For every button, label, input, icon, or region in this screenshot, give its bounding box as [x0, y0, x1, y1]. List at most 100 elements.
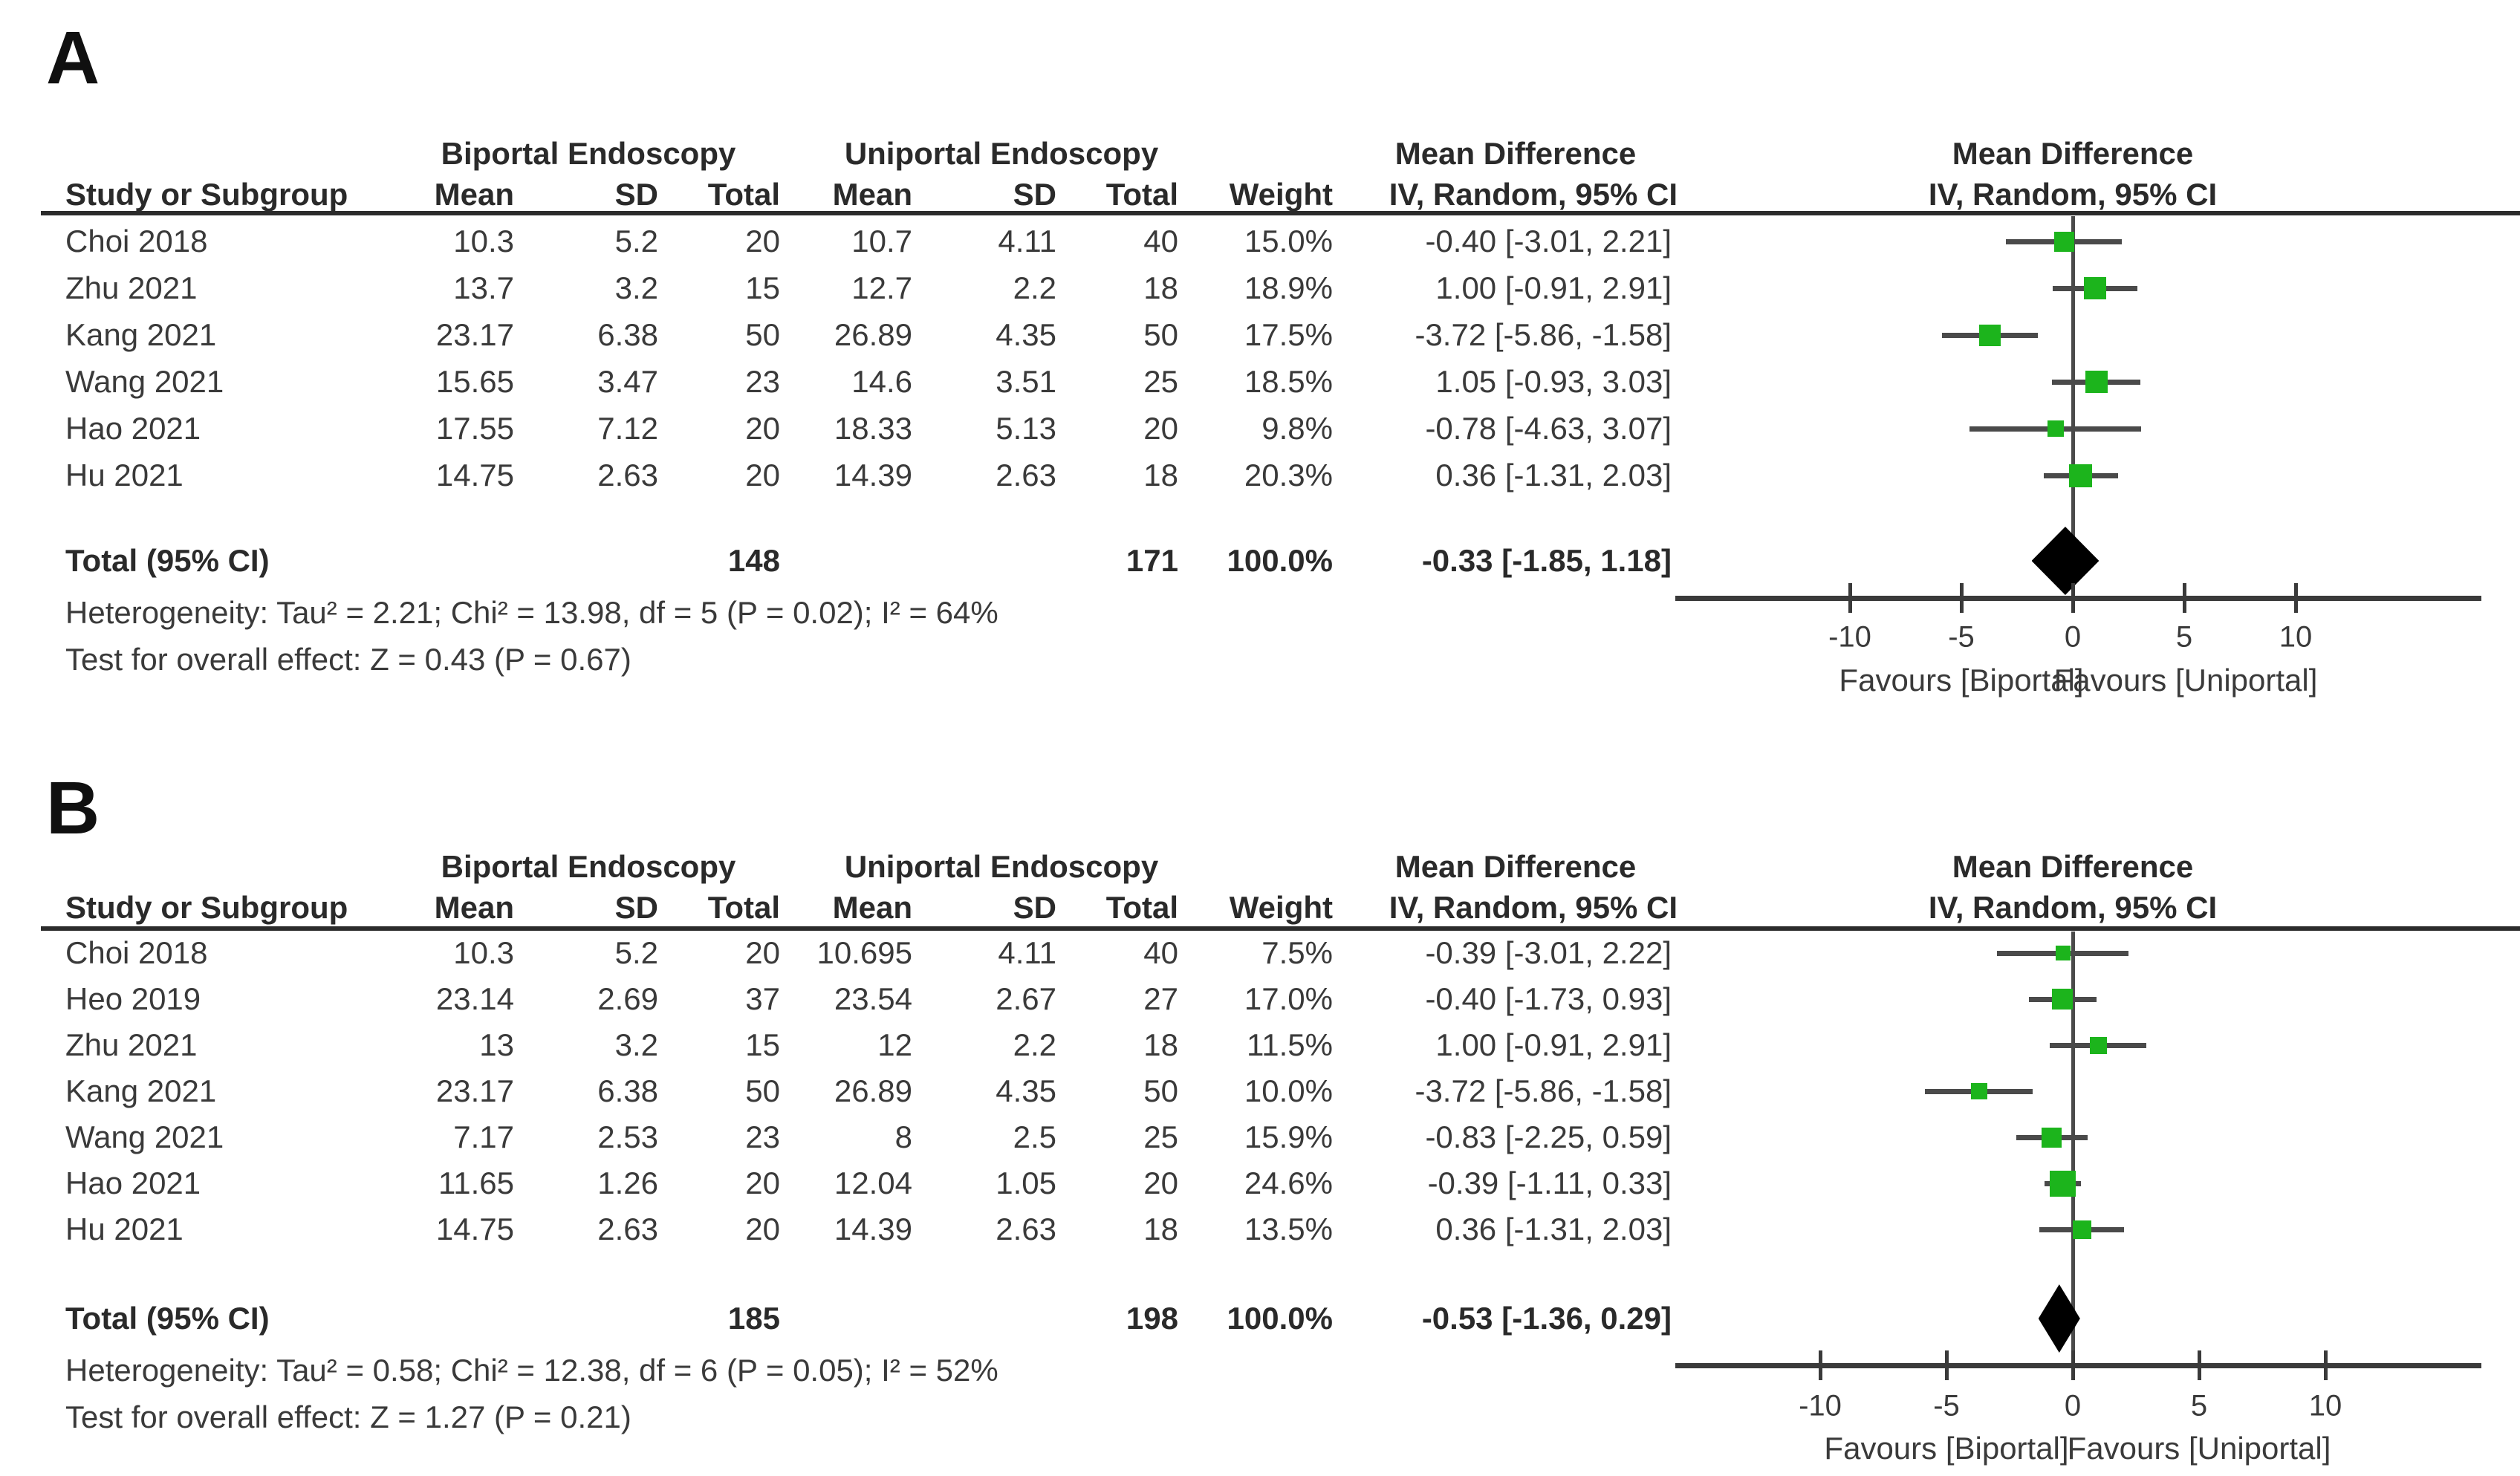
sd-biportal-value: 3.47 [597, 364, 658, 399]
ci-text-value: 0.36 [-1.31, 2.03] [1435, 458, 1672, 492]
sd-biportal-value: 2.69 [597, 981, 658, 1016]
mean-uniportal-value: 14.6 [851, 364, 912, 399]
weight-value: 13.5% [1244, 1212, 1333, 1246]
total-biportal-value: 20 [745, 1165, 780, 1200]
effect-marker [2069, 464, 2093, 487]
x-axis-tick-label: -5 [1933, 1389, 1960, 1423]
effect-marker [2053, 231, 2074, 252]
x-axis-tick [1819, 1350, 1822, 1380]
sd-uniportal-value: 4.11 [998, 224, 1056, 259]
total-uniportal-value: 25 [1143, 364, 1178, 399]
overall-effect-text: Test for overall effect: Z = 1.27 (P = 0… [65, 1399, 631, 1434]
heterogeneity-text: Heterogeneity: Tau² = 2.21; Chi² = 13.98… [65, 595, 998, 630]
x-axis-tick [1945, 1350, 1949, 1380]
total-biportal-value: 20 [745, 1212, 780, 1246]
total-row-label: Total (95% CI) [65, 1301, 270, 1336]
group-header-uniportal: Uniportal Endoscopy [844, 136, 1159, 171]
study-label: Wang 2021 [65, 364, 224, 399]
total-weight: 100.0% [1227, 1301, 1333, 1336]
group-header-md-text: Mean Difference [1394, 136, 1637, 171]
mean-biportal-value: 14.75 [435, 458, 514, 492]
total-uniportal-value: 25 [1143, 1119, 1178, 1154]
effect-marker [2055, 946, 2071, 960]
sd-biportal-value: 2.63 [597, 1212, 658, 1246]
mean-uniportal-value: 10.695 [816, 935, 912, 970]
weight-value: 10.0% [1244, 1073, 1333, 1108]
total-uniportal-value: 18 [1143, 270, 1178, 305]
total-n-biportal: 185 [727, 1301, 780, 1336]
x-axis-tick-label: 10 [2279, 620, 2313, 654]
summary-diamond [2031, 527, 2100, 595]
col-header-total2: Total [1105, 890, 1178, 925]
total-biportal-value: 15 [745, 270, 780, 305]
col-header-total1: Total [707, 890, 780, 925]
sd-uniportal-value: 2.63 [996, 1212, 1056, 1246]
weight-value: 7.5% [1261, 935, 1333, 970]
col-header-ci: IV, Random, 95% CI [1389, 890, 1678, 925]
header-rule [41, 211, 2520, 215]
mean-uniportal-value: 26.89 [834, 317, 912, 352]
x-axis-tick-label: -10 [1828, 620, 1871, 654]
x-axis-tick [2071, 583, 2075, 613]
mean-uniportal-value: 18.33 [834, 411, 912, 446]
favours-left-label: Favours [Biportal] [1839, 663, 2084, 698]
x-axis-tick-label: -5 [1948, 620, 1975, 654]
effect-marker [1970, 1083, 1987, 1099]
mean-biportal-value: 14.75 [435, 1212, 514, 1246]
weight-value: 11.5% [1247, 1027, 1333, 1062]
sd-biportal-value: 3.2 [614, 1027, 658, 1062]
mean-uniportal-value: 12.7 [851, 270, 912, 305]
mean-biportal-value: 23.17 [435, 1073, 514, 1108]
sd-uniportal-value: 2.2 [1013, 270, 1056, 305]
total-uniportal-value: 50 [1143, 317, 1178, 352]
ci-text-value: -0.40 [-1.73, 0.93] [1425, 981, 1672, 1016]
sd-uniportal-value: 4.35 [996, 317, 1056, 352]
sd-biportal-value: 1.26 [597, 1165, 658, 1200]
group-header-uniportal: Uniportal Endoscopy [844, 849, 1159, 884]
col-header-total2: Total [1105, 177, 1178, 212]
sd-uniportal-value: 3.51 [996, 364, 1056, 399]
mean-biportal-value: 7.17 [453, 1119, 514, 1154]
mean-uniportal-value: 10.7 [851, 224, 912, 259]
heterogeneity-text: Heterogeneity: Tau² = 0.58; Chi² = 12.38… [65, 1353, 998, 1388]
effect-marker [2047, 420, 2064, 437]
panel-b-label: B [46, 767, 100, 850]
sd-uniportal-value: 2.2 [1013, 1027, 1056, 1062]
x-axis-tick [1848, 583, 1852, 613]
total-biportal-value: 23 [745, 1119, 780, 1154]
panel-a-label: A [46, 16, 100, 100]
ci-text-value: -0.40 [-3.01, 2.21] [1425, 224, 1672, 259]
effect-marker [2084, 277, 2106, 299]
ci-text-value: -0.83 [-2.25, 0.59] [1425, 1119, 1672, 1154]
study-label: Zhu 2021 [65, 1027, 198, 1062]
col-header-mean2: Mean [832, 890, 912, 925]
x-axis-tick [2183, 583, 2186, 613]
favours-right-label: Favours [Uniportal] [2053, 663, 2318, 698]
ci-text-value: -0.78 [-4.63, 3.07] [1425, 411, 1672, 446]
total-biportal-value: 20 [745, 411, 780, 446]
total-uniportal-value: 18 [1143, 1027, 1178, 1062]
study-label: Wang 2021 [65, 1119, 224, 1154]
mean-uniportal-value: 12 [877, 1027, 912, 1062]
x-axis-tick [1960, 583, 1964, 613]
col-header-ci-plot: IV, Random, 95% CI [1928, 890, 2218, 925]
study-label: Zhu 2021 [65, 270, 198, 305]
col-header-sd2: SD [1013, 890, 1056, 925]
total-weight: 100.0% [1227, 543, 1333, 578]
sd-uniportal-value: 2.67 [996, 981, 1056, 1016]
total-n-biportal: 148 [727, 543, 780, 578]
mean-biportal-value: 10.3 [453, 935, 514, 970]
col-header-total1: Total [707, 177, 780, 212]
total-uniportal-value: 40 [1143, 224, 1178, 259]
col-header-ci: IV, Random, 95% CI [1389, 177, 1678, 212]
zero-effect-line [2071, 932, 2075, 1367]
total-n-uniportal: 171 [1126, 543, 1178, 578]
group-header-md-text: Mean Difference [1394, 849, 1637, 884]
sd-biportal-value: 6.38 [597, 317, 658, 352]
ci-text-value: -0.39 [-3.01, 2.22] [1425, 935, 1672, 970]
sd-uniportal-value: 4.11 [998, 935, 1056, 970]
favours-right-label: Favours [Uniportal] [2067, 1431, 2331, 1466]
mean-uniportal-value: 14.39 [834, 458, 912, 492]
sd-biportal-value: 5.2 [614, 935, 658, 970]
total-uniportal-value: 20 [1143, 411, 1178, 446]
